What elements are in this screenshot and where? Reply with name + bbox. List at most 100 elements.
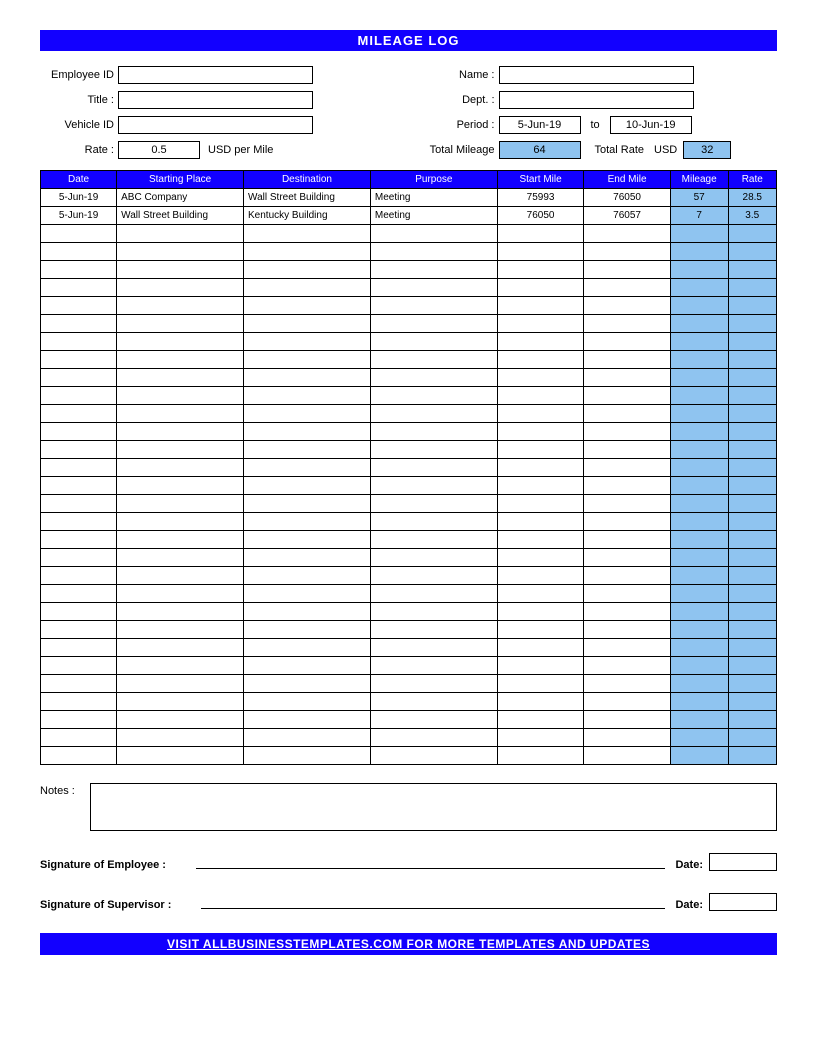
table-cell[interactable]: [497, 297, 584, 315]
table-cell[interactable]: [497, 423, 584, 441]
table-cell[interactable]: [370, 279, 497, 297]
table-cell[interactable]: [584, 405, 671, 423]
table-cell[interactable]: [584, 225, 671, 243]
table-cell[interactable]: [244, 351, 371, 369]
table-cell[interactable]: [370, 675, 497, 693]
table-cell[interactable]: [117, 423, 244, 441]
table-cell[interactable]: [497, 549, 584, 567]
table-cell[interactable]: [244, 279, 371, 297]
table-cell[interactable]: [244, 693, 371, 711]
table-cell[interactable]: [497, 675, 584, 693]
table-cell[interactable]: [244, 333, 371, 351]
table-cell[interactable]: [117, 315, 244, 333]
table-cell[interactable]: [584, 315, 671, 333]
table-cell[interactable]: [584, 675, 671, 693]
table-cell[interactable]: 5-Jun-19: [41, 189, 117, 207]
table-cell[interactable]: [584, 477, 671, 495]
notes-input[interactable]: [90, 783, 777, 831]
table-cell[interactable]: [584, 369, 671, 387]
table-cell[interactable]: [41, 567, 117, 585]
dept-input[interactable]: [499, 91, 694, 109]
table-cell[interactable]: [244, 387, 371, 405]
table-cell[interactable]: [117, 279, 244, 297]
table-cell[interactable]: [41, 549, 117, 567]
table-cell[interactable]: [117, 567, 244, 585]
table-cell[interactable]: [370, 513, 497, 531]
footer-link[interactable]: VISIT ALLBUSINESSTEMPLATES.COM FOR MORE …: [40, 933, 777, 955]
table-cell[interactable]: [370, 225, 497, 243]
table-cell[interactable]: [41, 657, 117, 675]
table-cell[interactable]: [584, 747, 671, 765]
table-cell[interactable]: [41, 747, 117, 765]
table-cell[interactable]: [117, 729, 244, 747]
table-cell[interactable]: [370, 603, 497, 621]
rate-input[interactable]: 0.5: [118, 141, 200, 159]
table-cell[interactable]: [41, 423, 117, 441]
supervisor-signature-line[interactable]: [201, 908, 665, 909]
table-cell[interactable]: [244, 729, 371, 747]
table-cell[interactable]: [117, 657, 244, 675]
table-cell[interactable]: [497, 369, 584, 387]
table-cell[interactable]: [244, 369, 371, 387]
table-cell[interactable]: [117, 495, 244, 513]
table-cell[interactable]: [244, 639, 371, 657]
table-cell[interactable]: [41, 495, 117, 513]
table-cell[interactable]: [497, 279, 584, 297]
table-cell[interactable]: [584, 567, 671, 585]
table-cell[interactable]: [117, 459, 244, 477]
table-cell[interactable]: [370, 441, 497, 459]
table-cell[interactable]: Wall Street Building: [244, 189, 371, 207]
table-cell[interactable]: [584, 441, 671, 459]
table-cell[interactable]: [370, 747, 497, 765]
table-cell[interactable]: [584, 279, 671, 297]
table-cell[interactable]: 5-Jun-19: [41, 207, 117, 225]
table-cell[interactable]: [497, 531, 584, 549]
table-cell[interactable]: [584, 333, 671, 351]
table-cell[interactable]: [117, 747, 244, 765]
table-cell[interactable]: [41, 369, 117, 387]
table-cell[interactable]: [497, 567, 584, 585]
table-cell[interactable]: [41, 279, 117, 297]
table-cell[interactable]: [497, 621, 584, 639]
vehicle-id-input[interactable]: [118, 116, 313, 134]
table-cell[interactable]: [584, 711, 671, 729]
table-cell[interactable]: [370, 333, 497, 351]
table-cell[interactable]: [584, 495, 671, 513]
table-cell[interactable]: [41, 297, 117, 315]
table-cell[interactable]: Kentucky Building: [244, 207, 371, 225]
table-cell[interactable]: [370, 243, 497, 261]
table-cell[interactable]: [117, 225, 244, 243]
table-cell[interactable]: [244, 747, 371, 765]
table-cell[interactable]: [244, 603, 371, 621]
table-cell[interactable]: [117, 513, 244, 531]
table-cell[interactable]: [117, 621, 244, 639]
table-cell[interactable]: [244, 657, 371, 675]
table-cell[interactable]: [497, 603, 584, 621]
table-cell[interactable]: [117, 243, 244, 261]
table-cell[interactable]: [497, 387, 584, 405]
table-cell[interactable]: [117, 549, 244, 567]
table-cell[interactable]: Wall Street Building: [117, 207, 244, 225]
table-cell[interactable]: [497, 711, 584, 729]
table-cell[interactable]: [497, 225, 584, 243]
employee-date-input[interactable]: [709, 853, 777, 871]
table-cell[interactable]: [41, 639, 117, 657]
table-cell[interactable]: [117, 297, 244, 315]
table-cell[interactable]: [41, 315, 117, 333]
table-cell[interactable]: [497, 243, 584, 261]
table-cell[interactable]: [117, 441, 244, 459]
table-cell[interactable]: [41, 441, 117, 459]
table-cell[interactable]: [244, 549, 371, 567]
table-cell[interactable]: [117, 675, 244, 693]
table-cell[interactable]: [497, 405, 584, 423]
table-cell[interactable]: [244, 531, 371, 549]
table-cell[interactable]: [497, 693, 584, 711]
table-cell[interactable]: [244, 243, 371, 261]
table-cell[interactable]: 76057: [584, 207, 671, 225]
table-cell[interactable]: [41, 711, 117, 729]
table-cell[interactable]: [244, 423, 371, 441]
table-cell[interactable]: [117, 261, 244, 279]
table-cell[interactable]: [370, 477, 497, 495]
table-cell[interactable]: [370, 567, 497, 585]
table-cell[interactable]: [244, 297, 371, 315]
